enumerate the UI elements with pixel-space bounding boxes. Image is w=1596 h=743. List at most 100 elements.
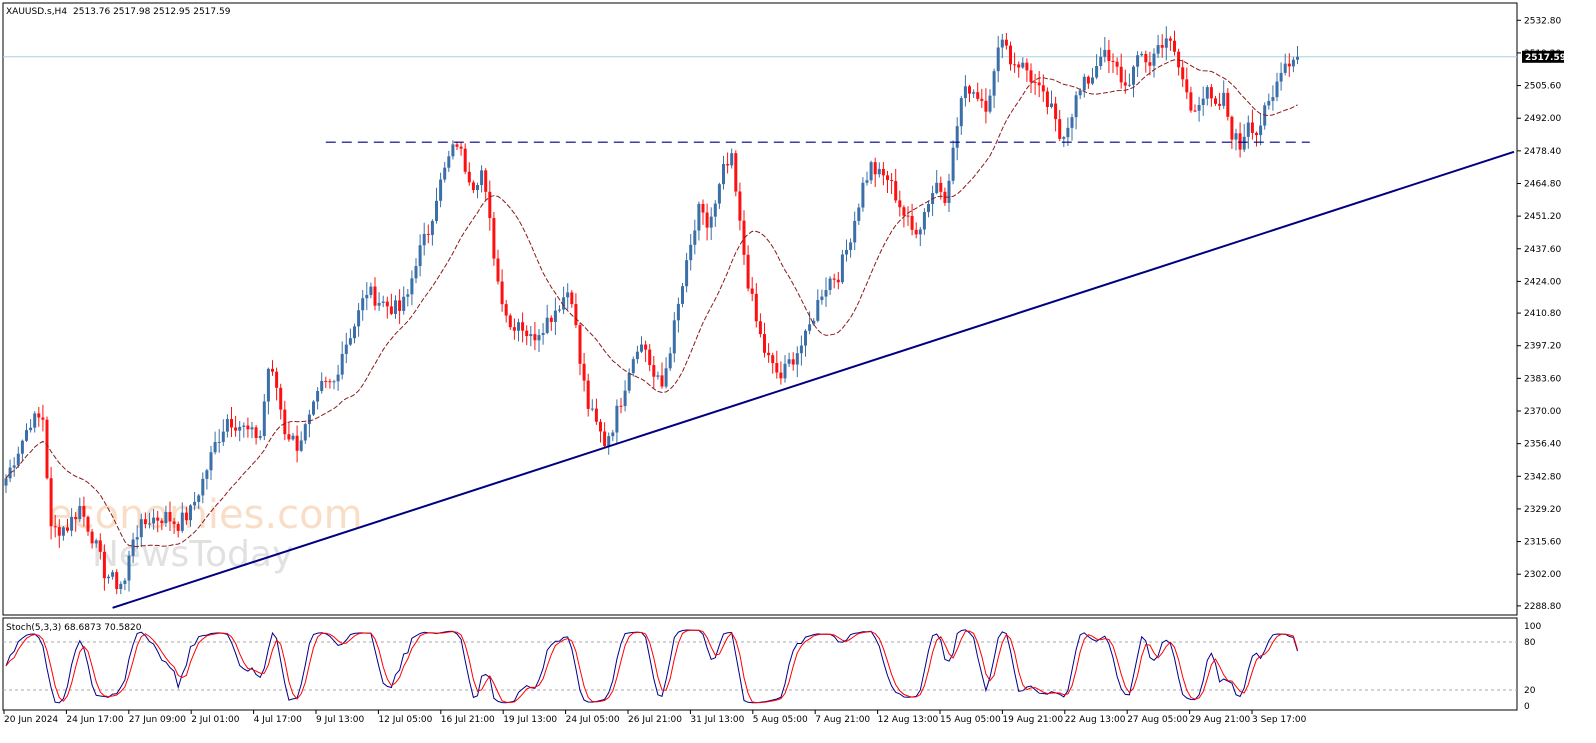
candle — [164, 505, 168, 527]
candle — [98, 533, 102, 560]
candle — [1095, 54, 1099, 80]
time-tick-label: 29 Aug 21:00 — [1190, 715, 1251, 725]
candle — [648, 344, 652, 372]
candle — [221, 419, 225, 446]
candle — [836, 271, 840, 290]
price-tick-label: 2342.80 — [1524, 472, 1561, 482]
price-tick-label: 2315.60 — [1524, 538, 1561, 548]
candle — [246, 417, 250, 438]
candle — [1209, 84, 1213, 107]
candle — [877, 162, 881, 178]
candle — [328, 378, 332, 389]
candlesticks — [4, 26, 1299, 595]
candle — [176, 521, 180, 538]
candle — [840, 249, 844, 284]
candle — [1009, 41, 1012, 71]
candle — [709, 207, 713, 240]
candle — [82, 496, 86, 527]
candle — [1066, 117, 1070, 146]
candle — [1045, 87, 1049, 115]
candle — [1291, 56, 1295, 73]
candle — [303, 422, 307, 444]
moving-average-line — [5, 59, 1298, 548]
price-tick-label: 2464.80 — [1524, 179, 1561, 189]
candle — [1283, 53, 1287, 76]
candle — [701, 199, 705, 225]
candle — [869, 160, 873, 185]
time-tick-label: 2 Jul 01:00 — [191, 715, 240, 725]
candle — [955, 117, 959, 161]
candle — [139, 513, 143, 548]
trend-line[interactable] — [112, 150, 1515, 609]
time-tick-label: 3 Sep 17:00 — [1252, 715, 1307, 725]
candle — [906, 206, 910, 226]
candle — [644, 340, 648, 363]
candle — [603, 422, 607, 448]
candle — [795, 346, 799, 378]
price-tick-label: 2288.80 — [1524, 602, 1561, 612]
candle — [607, 432, 611, 455]
candle — [508, 313, 512, 330]
candle — [361, 290, 365, 321]
candle — [283, 400, 287, 441]
candle — [20, 439, 24, 461]
candle — [1054, 96, 1058, 132]
candle — [45, 416, 49, 480]
candle — [168, 501, 172, 532]
candle — [586, 373, 590, 417]
candle — [1074, 91, 1078, 130]
candle — [353, 323, 356, 344]
price-tick-label: 2383.60 — [1524, 374, 1561, 384]
candle — [25, 423, 28, 442]
candle — [373, 277, 377, 311]
candle — [180, 502, 184, 533]
candle — [12, 457, 16, 477]
candle — [996, 35, 1000, 83]
candle — [439, 172, 443, 208]
candle — [1037, 71, 1041, 98]
candle — [758, 313, 762, 338]
candle — [672, 312, 676, 363]
stochastic-plot-frame — [2, 617, 1518, 711]
candle — [287, 422, 291, 442]
candle — [947, 173, 951, 213]
candle — [394, 295, 397, 319]
candle — [463, 143, 467, 175]
candle — [1205, 85, 1209, 106]
candle — [656, 371, 660, 380]
candle — [37, 407, 41, 427]
candle — [57, 519, 61, 548]
candle — [816, 289, 820, 323]
candle — [1222, 80, 1226, 109]
candle — [562, 286, 566, 315]
candle — [1132, 65, 1135, 98]
time-tick-label: 27 Jun 09:00 — [129, 715, 186, 725]
candle — [1226, 88, 1230, 121]
candle — [320, 372, 324, 394]
candle — [791, 352, 795, 371]
stochastic-tick-label: 20 — [1524, 686, 1536, 696]
candle — [299, 431, 303, 453]
candle — [1086, 75, 1090, 89]
stochastic-axis: 100 80 20 0 — [1524, 622, 1541, 712]
candle — [385, 296, 389, 319]
candle — [70, 508, 74, 537]
candle — [988, 89, 992, 114]
candle — [861, 177, 865, 212]
candle — [886, 170, 889, 194]
candle — [959, 95, 963, 135]
candle — [344, 332, 348, 364]
candle — [746, 245, 750, 292]
candle — [148, 512, 151, 529]
candle — [504, 299, 508, 323]
time-tick-label: 12 Aug 13:00 — [878, 715, 939, 725]
candle — [123, 578, 127, 591]
candle — [857, 203, 861, 226]
candle — [377, 292, 381, 311]
candle — [250, 422, 254, 439]
candle — [1107, 40, 1111, 74]
candle — [783, 355, 787, 383]
watermark: economies.com NewsToday — [48, 492, 363, 575]
candle — [1115, 57, 1119, 76]
